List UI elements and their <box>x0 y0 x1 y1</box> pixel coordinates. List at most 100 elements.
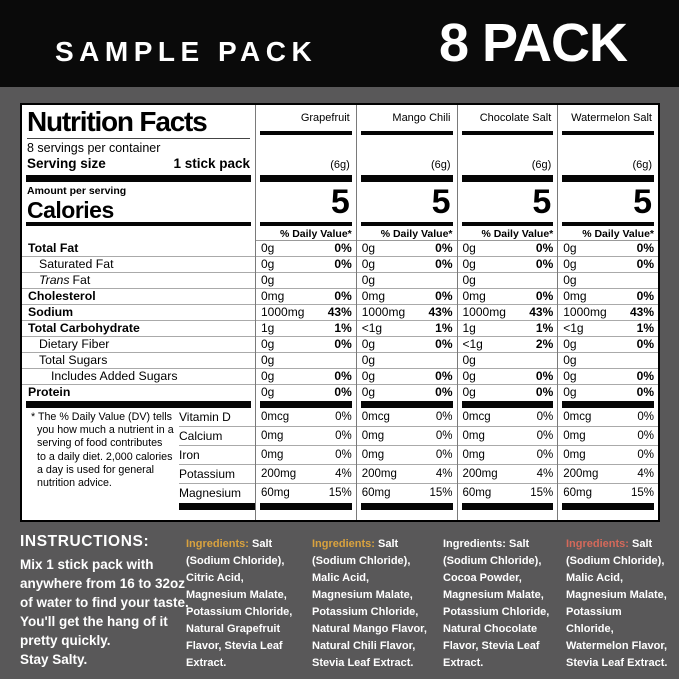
flavor-header: Watermelon Salt (6g) <box>558 105 658 175</box>
nutrient-label-cholesterol: Cholesterol <box>22 289 255 305</box>
ingredients-text: Salt (Sodium Chloride), Malic Acid, Magn… <box>312 538 427 669</box>
flavor-column-chocolate-salt: Chocolate Salt (6g) 5 % Daily Value* 0g 0… <box>456 105 558 520</box>
value-row-dietary-fiber: 0g 0% <box>356 337 457 353</box>
ingredients-grapefruit: Ingredients: Salt (Sodium Chloride), Cit… <box>186 536 304 672</box>
percent: 0% <box>435 449 453 461</box>
amount: 0g <box>261 241 275 255</box>
percent: 15% <box>328 487 352 499</box>
amount: 0g <box>563 369 577 383</box>
vitamin-row-magnesium: 60mg 15% <box>256 484 356 503</box>
amount: 0mg <box>462 289 486 303</box>
medium-bar <box>360 222 453 226</box>
value-row-protein: 0g 0% <box>256 385 356 401</box>
percent: 0% <box>535 385 554 399</box>
vitamin-row-potassium: 200mg 4% <box>256 465 356 484</box>
amount: 0g <box>563 385 577 399</box>
ingredients-mango-chili: Ingredients: Salt (Sodium Chloride), Mal… <box>312 536 430 672</box>
nutrition-facts-panel: Nutrition Facts 8 servings per container… <box>20 103 660 522</box>
vitamin-row-magnesium: 60mg 15% <box>558 484 658 503</box>
value-row-dietary-fiber: 0g 0% <box>558 337 658 353</box>
percent: 0% <box>334 369 352 383</box>
thick-bar <box>461 175 554 182</box>
amount: 0g <box>462 385 476 399</box>
amount: 0g <box>563 337 577 351</box>
percent: 0% <box>535 289 554 303</box>
value-row-trans-fat: 0g <box>256 273 356 289</box>
thick-bar <box>260 401 352 408</box>
amount: 0mg <box>563 289 587 303</box>
amount: <1g <box>563 321 584 335</box>
thick-bar <box>360 401 453 408</box>
percent: 15% <box>429 487 453 499</box>
value-row-total-sugars: 0g <box>457 353 558 369</box>
percent: 0% <box>535 241 554 255</box>
vitamin-row-calcium: 0mg 0% <box>457 427 558 446</box>
percent: 0% <box>637 430 654 442</box>
amount: 0mg <box>261 289 285 303</box>
value-row-cholesterol: 0mg 0% <box>356 289 457 305</box>
percent: 0% <box>536 430 554 442</box>
percent: 1% <box>334 321 352 335</box>
ingredients-text: Salt (Sodium Chloride), Cocoa Powder, Ma… <box>443 538 550 669</box>
amount: 60mg <box>563 487 593 499</box>
percent: 0% <box>536 449 554 461</box>
thick-bar <box>179 503 255 510</box>
daily-value-footnote: * The % Daily Value (DV) tells you how m… <box>27 408 179 520</box>
value-row-total-carbohydrate: <1g 1% <box>356 321 457 337</box>
percent: 0% <box>535 257 554 271</box>
footnote-area: * The % Daily Value (DV) tells you how m… <box>22 408 255 520</box>
amount: 0mcg <box>462 411 491 423</box>
amount: 1000mg <box>462 305 506 319</box>
value-row-protein: 0g 0% <box>357 385 457 401</box>
percent: 0% <box>435 430 453 442</box>
value-row-protein: 0g 0% <box>558 385 658 401</box>
amount: 0mg <box>361 449 385 461</box>
amount: 1000mg <box>261 305 305 319</box>
nutrition-header: Nutrition Facts 8 servings per container… <box>22 105 255 175</box>
amount: 0mg <box>563 449 586 461</box>
amount: 0g <box>261 385 275 399</box>
amount: 60mg <box>261 487 290 499</box>
percent: 43% <box>428 305 453 319</box>
value-row-saturated-fat: 0g 0% <box>256 257 356 273</box>
vitamin-row-calcium: 0mg 0% <box>558 427 658 446</box>
vitamin-row-calcium: 0mg 0% <box>256 427 356 446</box>
calories-label: Calories <box>27 197 114 223</box>
thick-bar <box>26 401 251 408</box>
value-row-total-sugars: 0g <box>558 353 658 369</box>
nutrition-left-column: Nutrition Facts 8 servings per container… <box>22 105 255 520</box>
percent: 2% <box>535 337 554 351</box>
amount: 0g <box>261 257 275 271</box>
percent: 0% <box>637 411 654 423</box>
percent: 0% <box>636 289 654 303</box>
medium-bar <box>562 131 654 135</box>
thick-bar <box>461 503 554 510</box>
instructions-title: INSTRUCTIONS: <box>20 533 150 550</box>
value-row-total-sugars: 0g <box>356 353 457 369</box>
flavor-header: Chocolate Salt (6g) <box>458 105 558 175</box>
ingredients-text: Salt (Sodium Chloride), Citric Acid, Mag… <box>186 538 293 669</box>
ingredients-text: Salt (Sodium Chloride), Malic Acid, Magn… <box>566 538 668 669</box>
value-row-total-fat: 0g 0% <box>558 241 658 257</box>
nutrient-label-total-sugars: Total Sugars <box>22 353 255 369</box>
vitamin-row-vitamin-d: 0mcg 0% <box>558 408 658 427</box>
value-row-sodium: 1000mg 43% <box>558 305 658 321</box>
amount: 0g <box>462 353 476 367</box>
value-row-total-carbohydrate: <1g 1% <box>558 321 658 337</box>
value-row-protein: 0g 0% <box>458 385 558 401</box>
vitamin-row-iron: 0mg 0% <box>457 446 558 465</box>
medium-bar <box>260 222 352 226</box>
amount: 1000mg <box>563 305 607 319</box>
percent: 0% <box>636 385 654 399</box>
amount: 60mg <box>462 487 492 499</box>
thick-bar <box>562 401 654 408</box>
servings-per-container: 8 servings per container <box>27 141 161 155</box>
percent: 0% <box>636 337 654 351</box>
thick-bar <box>360 503 453 510</box>
ingredients-label: Ingredients: <box>186 538 249 550</box>
vitamin-row-vitamin-d: 0mcg 0% <box>256 408 356 427</box>
serving-weight: (6g) <box>531 159 552 171</box>
percent: 0% <box>536 411 554 423</box>
percent: 0% <box>335 430 352 442</box>
vitamin-row-potassium: 200mg 4% <box>558 465 658 484</box>
